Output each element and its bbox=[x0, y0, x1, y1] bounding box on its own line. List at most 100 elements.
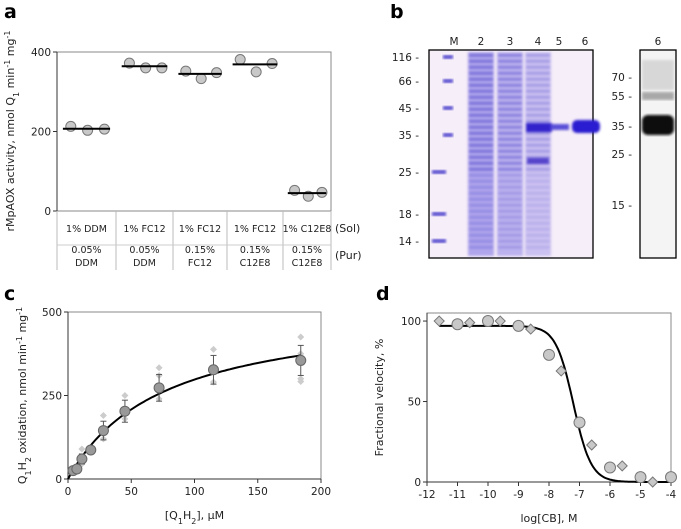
protein-band bbox=[469, 120, 493, 123]
data-point-a bbox=[156, 62, 168, 74]
diamond-point-d bbox=[433, 315, 445, 327]
pur-label: 0.15% bbox=[185, 245, 215, 256]
protein-band bbox=[526, 114, 550, 117]
protein-band bbox=[469, 84, 493, 87]
replicate-point-c bbox=[209, 345, 217, 353]
protein-band bbox=[526, 72, 550, 75]
protein-band bbox=[469, 180, 493, 183]
protein-band bbox=[526, 222, 550, 225]
sol-label: 1% FC12 bbox=[123, 224, 165, 235]
protein-band bbox=[526, 192, 550, 195]
pur-label: DDM bbox=[133, 258, 156, 269]
label-part: min bbox=[4, 68, 17, 92]
mw-label: 18 - bbox=[399, 209, 420, 221]
protein-band bbox=[469, 210, 493, 213]
x-tick-label-c: 50 bbox=[125, 486, 138, 498]
protein-band bbox=[526, 84, 550, 87]
panel-label-b: b bbox=[390, 1, 404, 23]
fit-curve-d bbox=[439, 324, 670, 483]
marker-band bbox=[443, 55, 453, 59]
diamond-point-d bbox=[494, 315, 506, 327]
protein-band bbox=[498, 150, 522, 153]
mean-point-c bbox=[76, 453, 88, 465]
protein-band bbox=[498, 228, 522, 231]
protein-band bbox=[498, 78, 522, 81]
protein-band bbox=[526, 174, 550, 177]
marker-band bbox=[432, 212, 446, 216]
mw-label: 116 - bbox=[392, 52, 419, 64]
label-part: H bbox=[16, 462, 29, 470]
protein-band bbox=[469, 90, 493, 93]
plot-frame-d bbox=[426, 312, 672, 483]
pur-label: FC12 bbox=[188, 258, 212, 269]
lane-label: 4 bbox=[535, 36, 542, 48]
mean-point-c bbox=[207, 364, 219, 376]
circle-point-d bbox=[665, 471, 677, 484]
blot-mw-label: 35 - bbox=[612, 121, 633, 133]
protein-band bbox=[526, 168, 550, 171]
protein-band bbox=[498, 102, 522, 105]
protein-band bbox=[526, 180, 550, 183]
diamond-point-d bbox=[646, 476, 659, 488]
protein-band bbox=[498, 60, 522, 63]
diamond-point-d bbox=[524, 323, 537, 335]
protein-band bbox=[498, 168, 522, 171]
marker-band bbox=[443, 106, 453, 110]
protein-band bbox=[469, 54, 493, 57]
label-part: 2 bbox=[191, 517, 196, 526]
lane-label: 2 bbox=[478, 36, 485, 48]
protein-band bbox=[469, 246, 493, 249]
data-point-a bbox=[234, 54, 246, 66]
protein-band bbox=[469, 240, 493, 243]
mean-point-c bbox=[153, 382, 165, 394]
aox-band-lane5 bbox=[551, 124, 569, 130]
panel-label-a: a bbox=[4, 1, 17, 23]
label-part: 1 bbox=[178, 517, 183, 526]
protein-band bbox=[498, 174, 522, 177]
band-lane4 bbox=[527, 158, 549, 164]
label-part: -1 bbox=[3, 31, 12, 39]
protein-band bbox=[469, 144, 493, 147]
circle-point-d bbox=[543, 348, 555, 361]
replicate-point-c bbox=[297, 333, 305, 341]
mean-point-c bbox=[85, 444, 97, 456]
pur-label: 0.05% bbox=[71, 245, 101, 256]
protein-band bbox=[469, 186, 493, 189]
protein-band bbox=[526, 234, 550, 237]
x-tick-label-c: 200 bbox=[311, 486, 331, 498]
protein-band bbox=[469, 204, 493, 207]
protein-band bbox=[469, 78, 493, 81]
mw-label: 35 - bbox=[399, 130, 420, 142]
sol-label: 1% FC12 bbox=[234, 224, 276, 235]
protein-band bbox=[469, 60, 493, 63]
mw-label: 45 - bbox=[399, 103, 420, 115]
protein-band bbox=[498, 108, 522, 111]
y-tick-label-a: 400 bbox=[31, 47, 51, 59]
diamond-point-d bbox=[616, 460, 628, 472]
circle-point-d bbox=[451, 318, 464, 331]
data-point-a bbox=[82, 124, 94, 136]
label-part: ], µM bbox=[196, 509, 224, 522]
lane-smear bbox=[468, 52, 494, 256]
protein-band bbox=[526, 90, 550, 93]
lane-label: M bbox=[449, 36, 458, 48]
mw-label: 25 - bbox=[399, 167, 420, 179]
mw-label: 66 - bbox=[399, 76, 420, 88]
protein-band bbox=[469, 96, 493, 99]
protein-band bbox=[469, 138, 493, 141]
replicate-point-c bbox=[78, 445, 86, 453]
x-tick-label-d: -12 bbox=[418, 489, 435, 501]
protein-band bbox=[469, 174, 493, 177]
diamond-point-d bbox=[555, 365, 567, 377]
y-tick-label-d: 0 bbox=[414, 477, 421, 489]
data-point-a bbox=[211, 67, 223, 79]
protein-band bbox=[469, 168, 493, 171]
aox-band-lane4 bbox=[526, 123, 552, 132]
protein-band bbox=[469, 234, 493, 237]
data-point-a bbox=[140, 62, 152, 74]
protein-band bbox=[498, 240, 522, 243]
protein-band bbox=[498, 186, 522, 189]
protein-band bbox=[526, 210, 550, 213]
protein-band bbox=[469, 150, 493, 153]
protein-band bbox=[526, 198, 550, 201]
